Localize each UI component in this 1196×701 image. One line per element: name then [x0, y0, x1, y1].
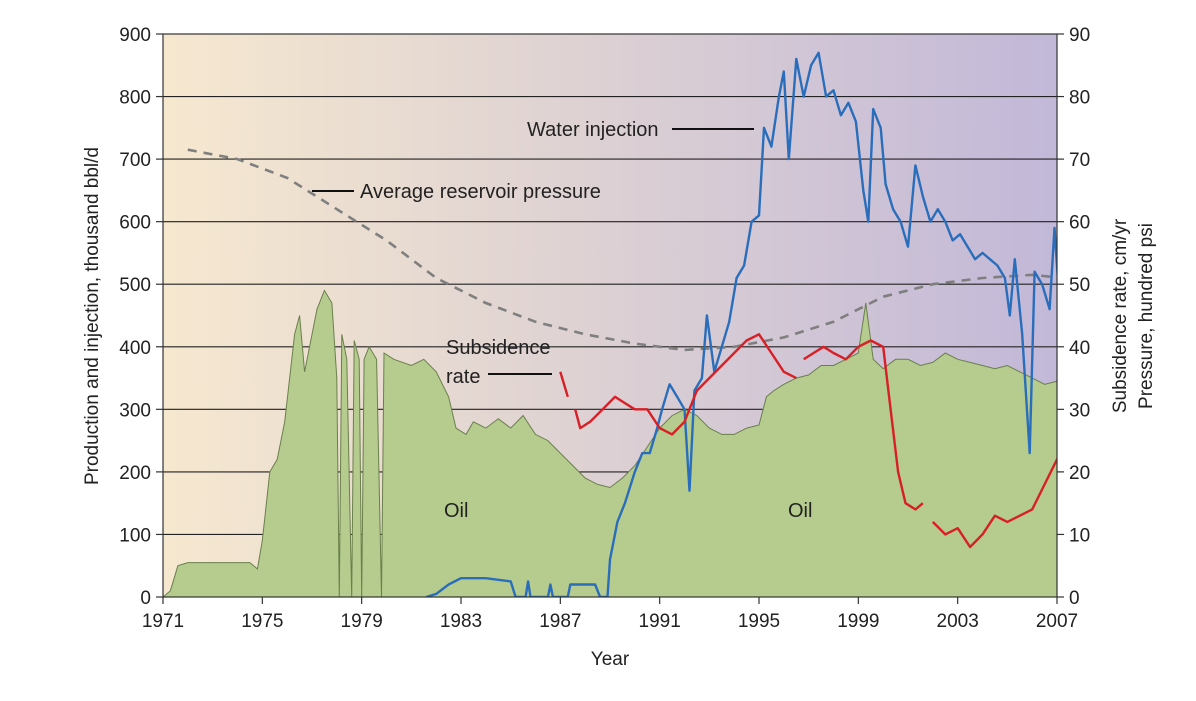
- annotation-water-injection: Water injection: [527, 119, 659, 141]
- watermark: 知乎 @Ernst Yu: [946, 637, 1166, 672]
- left-axis-ticks: 0 100 200 300 400 500 600 700 800 900: [119, 25, 163, 609]
- left-tick-label: 600: [119, 213, 151, 234]
- left-tick-label: 300: [119, 400, 151, 421]
- left-tick-label: 700: [119, 150, 151, 171]
- x-axis-title: Year: [591, 649, 630, 670]
- right-tick-label: 50: [1069, 275, 1090, 296]
- water-injection-line: [425, 51, 1057, 597]
- annotation-subsidence-rate: rate: [446, 366, 480, 388]
- right-tick-label: 90: [1069, 25, 1090, 46]
- right-axis-ticks: 0 10 20 30 40 50 60 70 80 90: [1057, 25, 1090, 609]
- x-tick-label: 1983: [440, 611, 482, 632]
- right-tick-label: 20: [1069, 463, 1090, 484]
- right-axis-title-subsidence: Subsidence rate, cm/yr: [1110, 218, 1131, 413]
- left-tick-label: 500: [119, 275, 151, 296]
- x-tick-label: 1999: [837, 611, 879, 632]
- x-tick-label: 1995: [738, 611, 780, 632]
- right-tick-label: 70: [1069, 150, 1090, 171]
- x-tick-label: 2003: [937, 611, 979, 632]
- right-tick-label: 0: [1069, 588, 1080, 609]
- pressure-line: [187, 148, 1057, 352]
- left-tick-label: 0: [140, 588, 151, 609]
- annotation-pressure: Average reservoir pressure: [360, 181, 601, 203]
- x-axis-ticks: 1971 1975 1979 1983 1987 1991 1995 1999 2003 2007: [142, 597, 1078, 632]
- right-tick-label: 30: [1069, 400, 1090, 421]
- x-tick-label: 1979: [341, 611, 383, 632]
- x-tick-label: 1975: [241, 611, 283, 632]
- right-tick-label: 60: [1069, 213, 1090, 234]
- oil-area: [163, 289, 1057, 597]
- left-tick-label: 900: [119, 25, 151, 46]
- left-tick-label: 800: [119, 88, 151, 109]
- right-tick-label: 10: [1069, 525, 1090, 546]
- subsidence-line: [559, 333, 1057, 549]
- annotation-oil-left: Oil: [444, 500, 468, 522]
- left-axis-title: Production and injection, thousand bbl/d: [82, 147, 103, 485]
- left-tick-label: 100: [119, 525, 151, 546]
- left-tick-label: 200: [119, 463, 151, 484]
- x-tick-label: 2007: [1036, 611, 1078, 632]
- right-axis-title-pressure: Pressure, hundred psi: [1136, 223, 1157, 409]
- x-tick-label: 1971: [142, 611, 184, 632]
- x-tick-label: 1991: [639, 611, 681, 632]
- x-tick-label: 1987: [539, 611, 581, 632]
- annotation-oil-right: Oil: [788, 500, 812, 522]
- plot-frame: [162, 33, 1058, 598]
- right-tick-label: 80: [1069, 88, 1090, 109]
- right-tick-label: 40: [1069, 338, 1090, 359]
- annotation-subsidence: Subsidence: [446, 337, 551, 359]
- left-tick-label: 400: [119, 338, 151, 359]
